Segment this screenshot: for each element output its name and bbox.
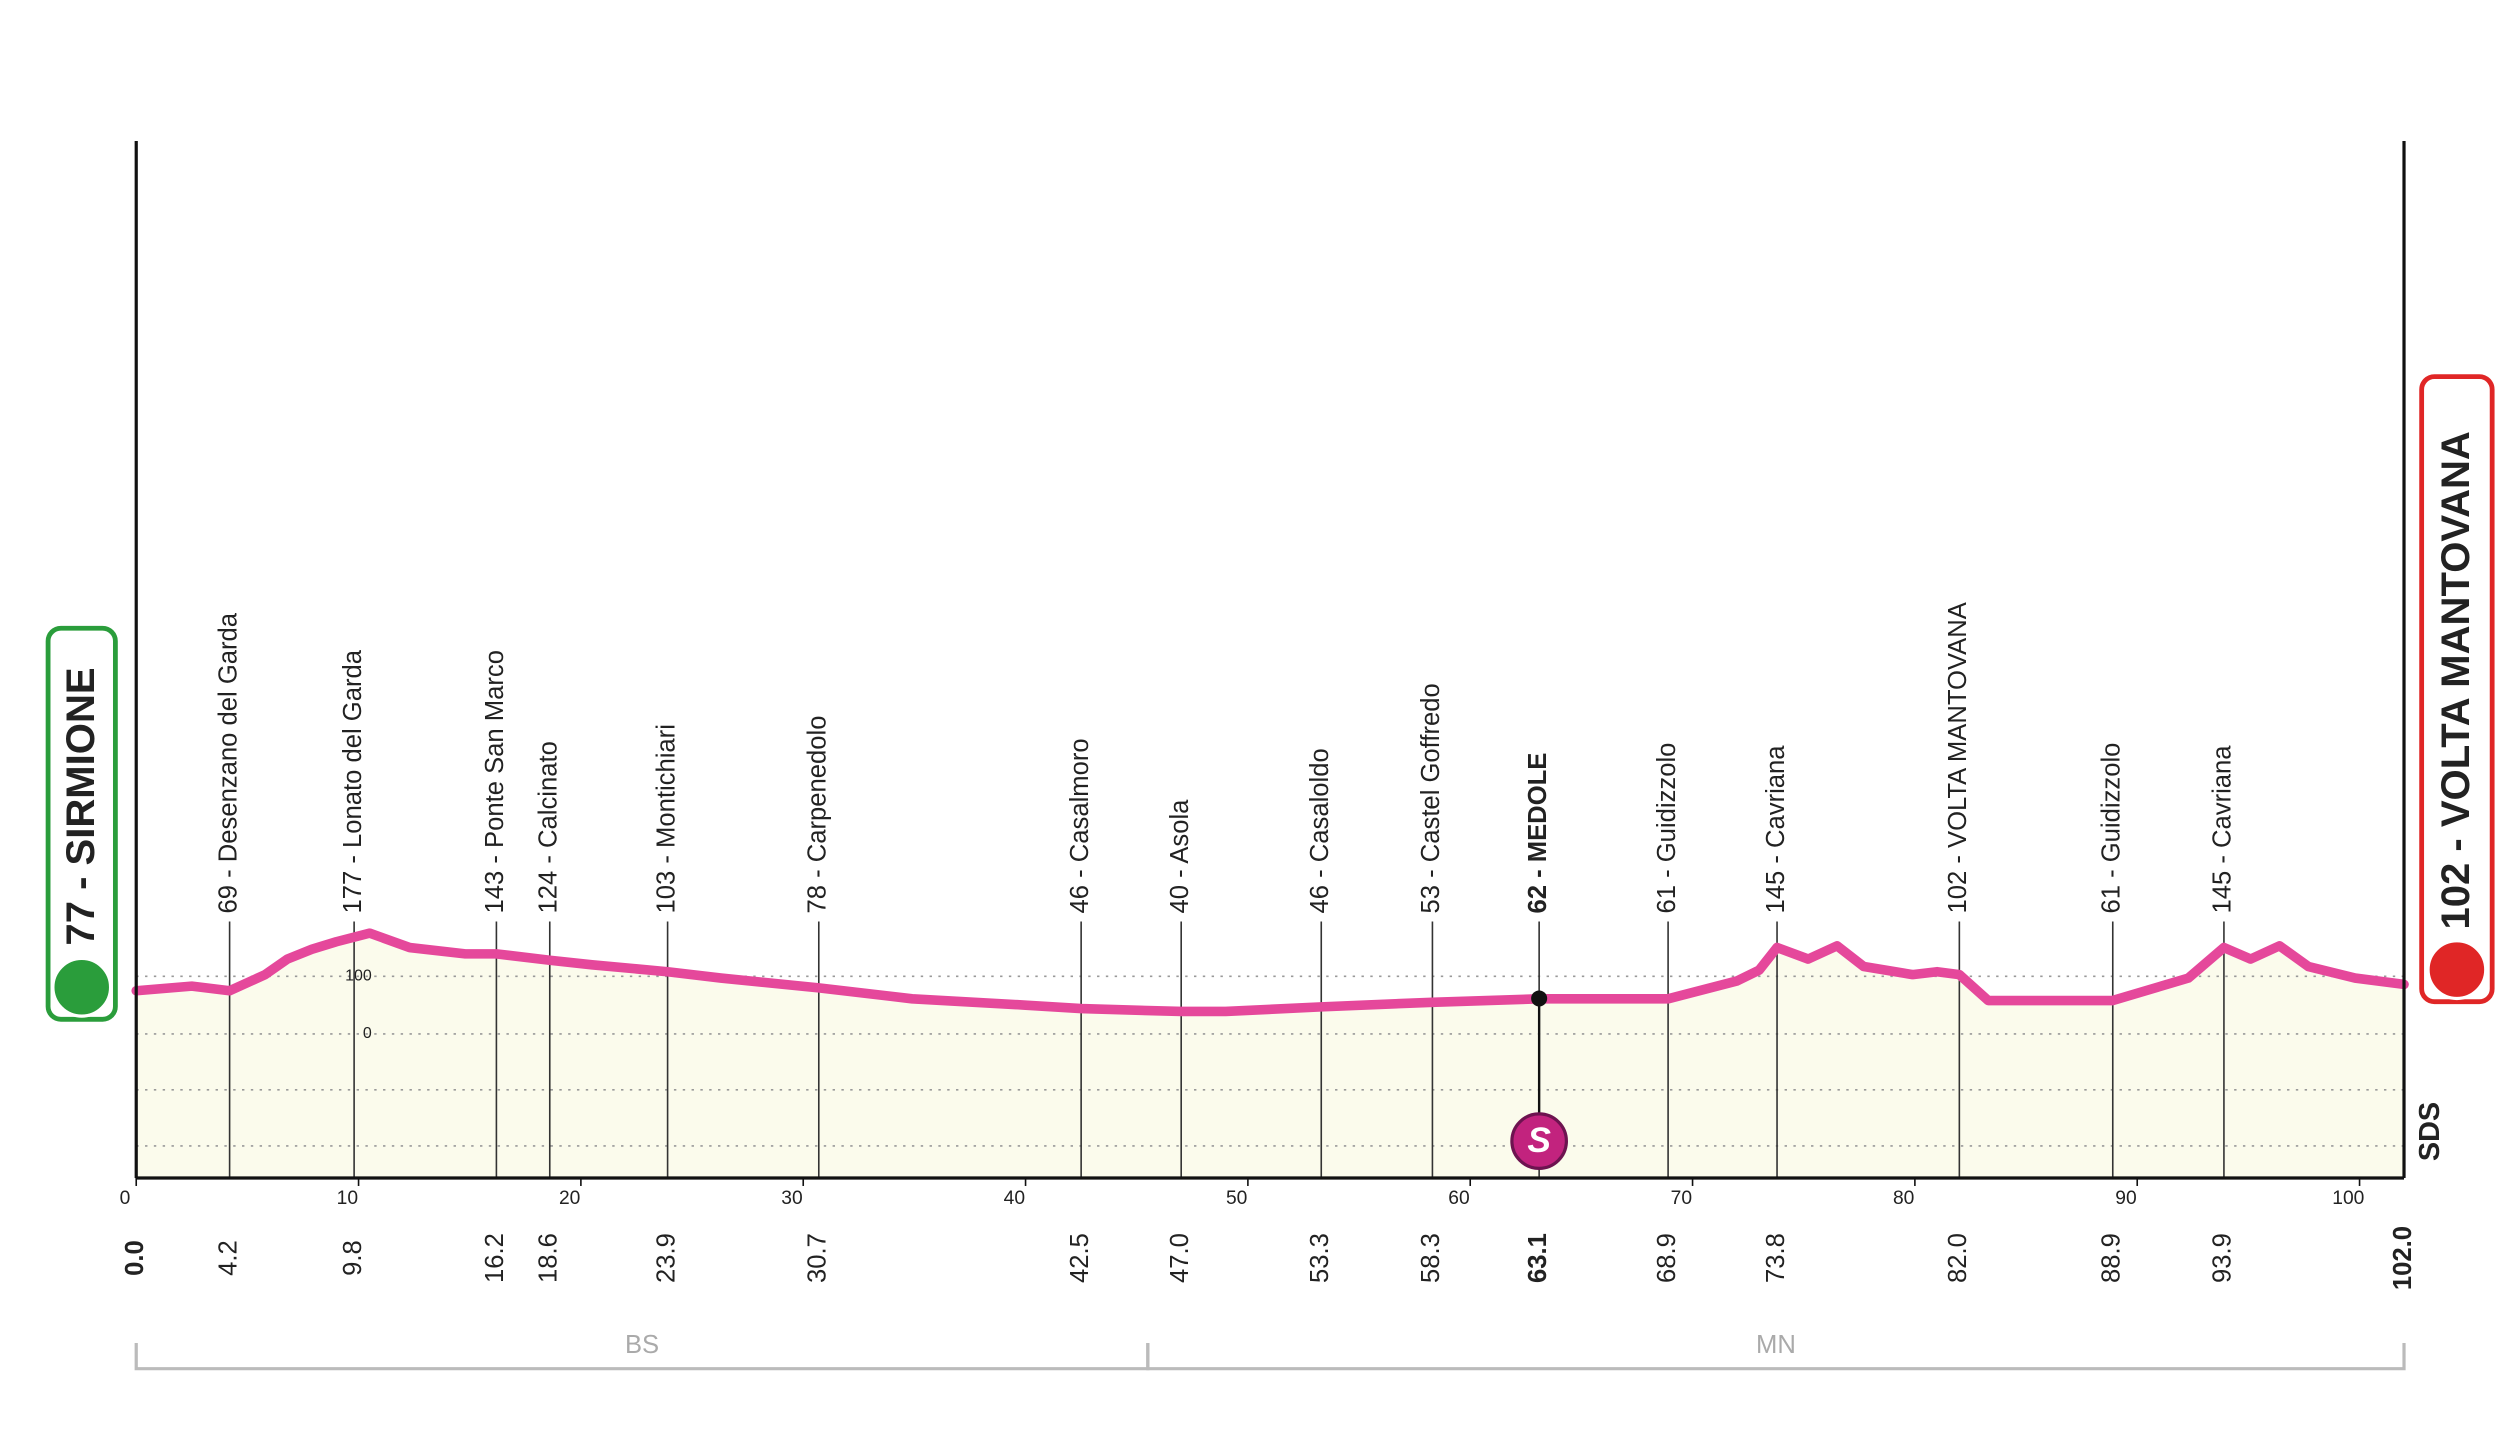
waypoint-label: 62 - MEDOLE — [1524, 753, 1552, 914]
km-label: 16.2 — [481, 1233, 509, 1283]
km-label: 82.0 — [1944, 1233, 1972, 1283]
km-label: 58.3 — [1417, 1233, 1445, 1283]
waypoint-label: 103 - Montichiari — [652, 724, 680, 913]
x-tick-label: 80 — [1893, 1188, 1914, 1209]
waypoint-label: 78 - Carpenedolo — [804, 715, 832, 913]
x-tick-label: 90 — [2115, 1188, 2136, 1209]
waypoint-label: 124 - Calcinato — [535, 741, 563, 913]
km-label: 9.8 — [339, 1240, 367, 1276]
waypoint-label: 177 - Lonato del Garda — [339, 649, 367, 913]
waypoint-label: 102 - VOLTA MANTOVANA — [1944, 601, 1972, 913]
x-tick-label: 20 — [559, 1188, 580, 1209]
waypoint-label: 69 - Desenzano del Garda — [214, 612, 242, 913]
x-tick-label: 60 — [1448, 1188, 1469, 1209]
x-tick-label: 30 — [781, 1188, 802, 1209]
waypoint-label: 53 - Castel Goffredo — [1417, 683, 1445, 913]
waypoint-label: 46 - Casaloldo — [1306, 748, 1334, 913]
km-label: 30.7 — [804, 1233, 832, 1283]
km-label: 42.5 — [1066, 1233, 1094, 1283]
km-label: 68.9 — [1653, 1233, 1681, 1283]
km-label: 4.2 — [214, 1240, 242, 1276]
y-tick-label: 100 — [345, 967, 372, 985]
km-label: 47.0 — [1166, 1233, 1194, 1283]
logo: SDS — [2414, 1102, 2446, 1161]
start-box — [45, 625, 118, 1022]
km-label: 63.1 — [1524, 1233, 1552, 1283]
y-tick-label: 0 — [363, 1024, 372, 1042]
sprint-icon-label: S — [1527, 1121, 1551, 1160]
km-label: 18.6 — [535, 1233, 563, 1283]
km-label: 73.8 — [1762, 1233, 1790, 1283]
area-layer — [136, 933, 2405, 1178]
sprint-icon — [1510, 1112, 1568, 1170]
waypoint-label: 145 - Cavriana — [2209, 745, 2237, 914]
waypoint-label: 61 - Guidizzolo — [1653, 743, 1681, 914]
waypoint-label: 46 - Casalmoro — [1066, 738, 1094, 913]
km-label: 0.0 — [121, 1240, 149, 1276]
start-label: 77 - SIRMIONE — [59, 667, 103, 945]
province-label: BS — [625, 1331, 659, 1359]
x-tick-label: 40 — [1004, 1188, 1025, 1209]
finish-icon — [2426, 939, 2488, 1001]
x-tick-label: 50 — [1226, 1188, 1247, 1209]
waypoint-label: 61 - Guidizzolo — [2098, 743, 2126, 914]
km-label: 93.9 — [2209, 1233, 2237, 1283]
x-tick-label: 100 — [2332, 1188, 2364, 1209]
km-label: 23.9 — [652, 1233, 680, 1283]
waypoint-label: 40 - Asola — [1166, 799, 1194, 914]
km-label: 53.3 — [1306, 1233, 1334, 1283]
finish-box — [2419, 374, 2495, 1005]
province-label: MN — [1756, 1331, 1796, 1359]
waypoint-label: 143 - Ponte San Marco — [481, 650, 509, 914]
province-bracket — [1146, 1343, 2406, 1371]
x-tick-label: 70 — [1671, 1188, 1692, 1209]
waypoint-label: 145 - Cavriana — [1762, 745, 1790, 914]
x-tick-label: 0 — [120, 1188, 131, 1209]
start-icon — [51, 956, 113, 1018]
km-label: 88.9 — [2098, 1233, 2126, 1283]
profile-line — [131, 928, 2409, 1017]
km-label: 102.0 — [2389, 1226, 2417, 1290]
finish-label: 102 - VOLTA MANTOVANA — [2434, 431, 2478, 929]
sprint-dot — [1531, 990, 1548, 1007]
area-fill — [136, 933, 2405, 1178]
x-tick-label: 10 — [337, 1188, 358, 1209]
